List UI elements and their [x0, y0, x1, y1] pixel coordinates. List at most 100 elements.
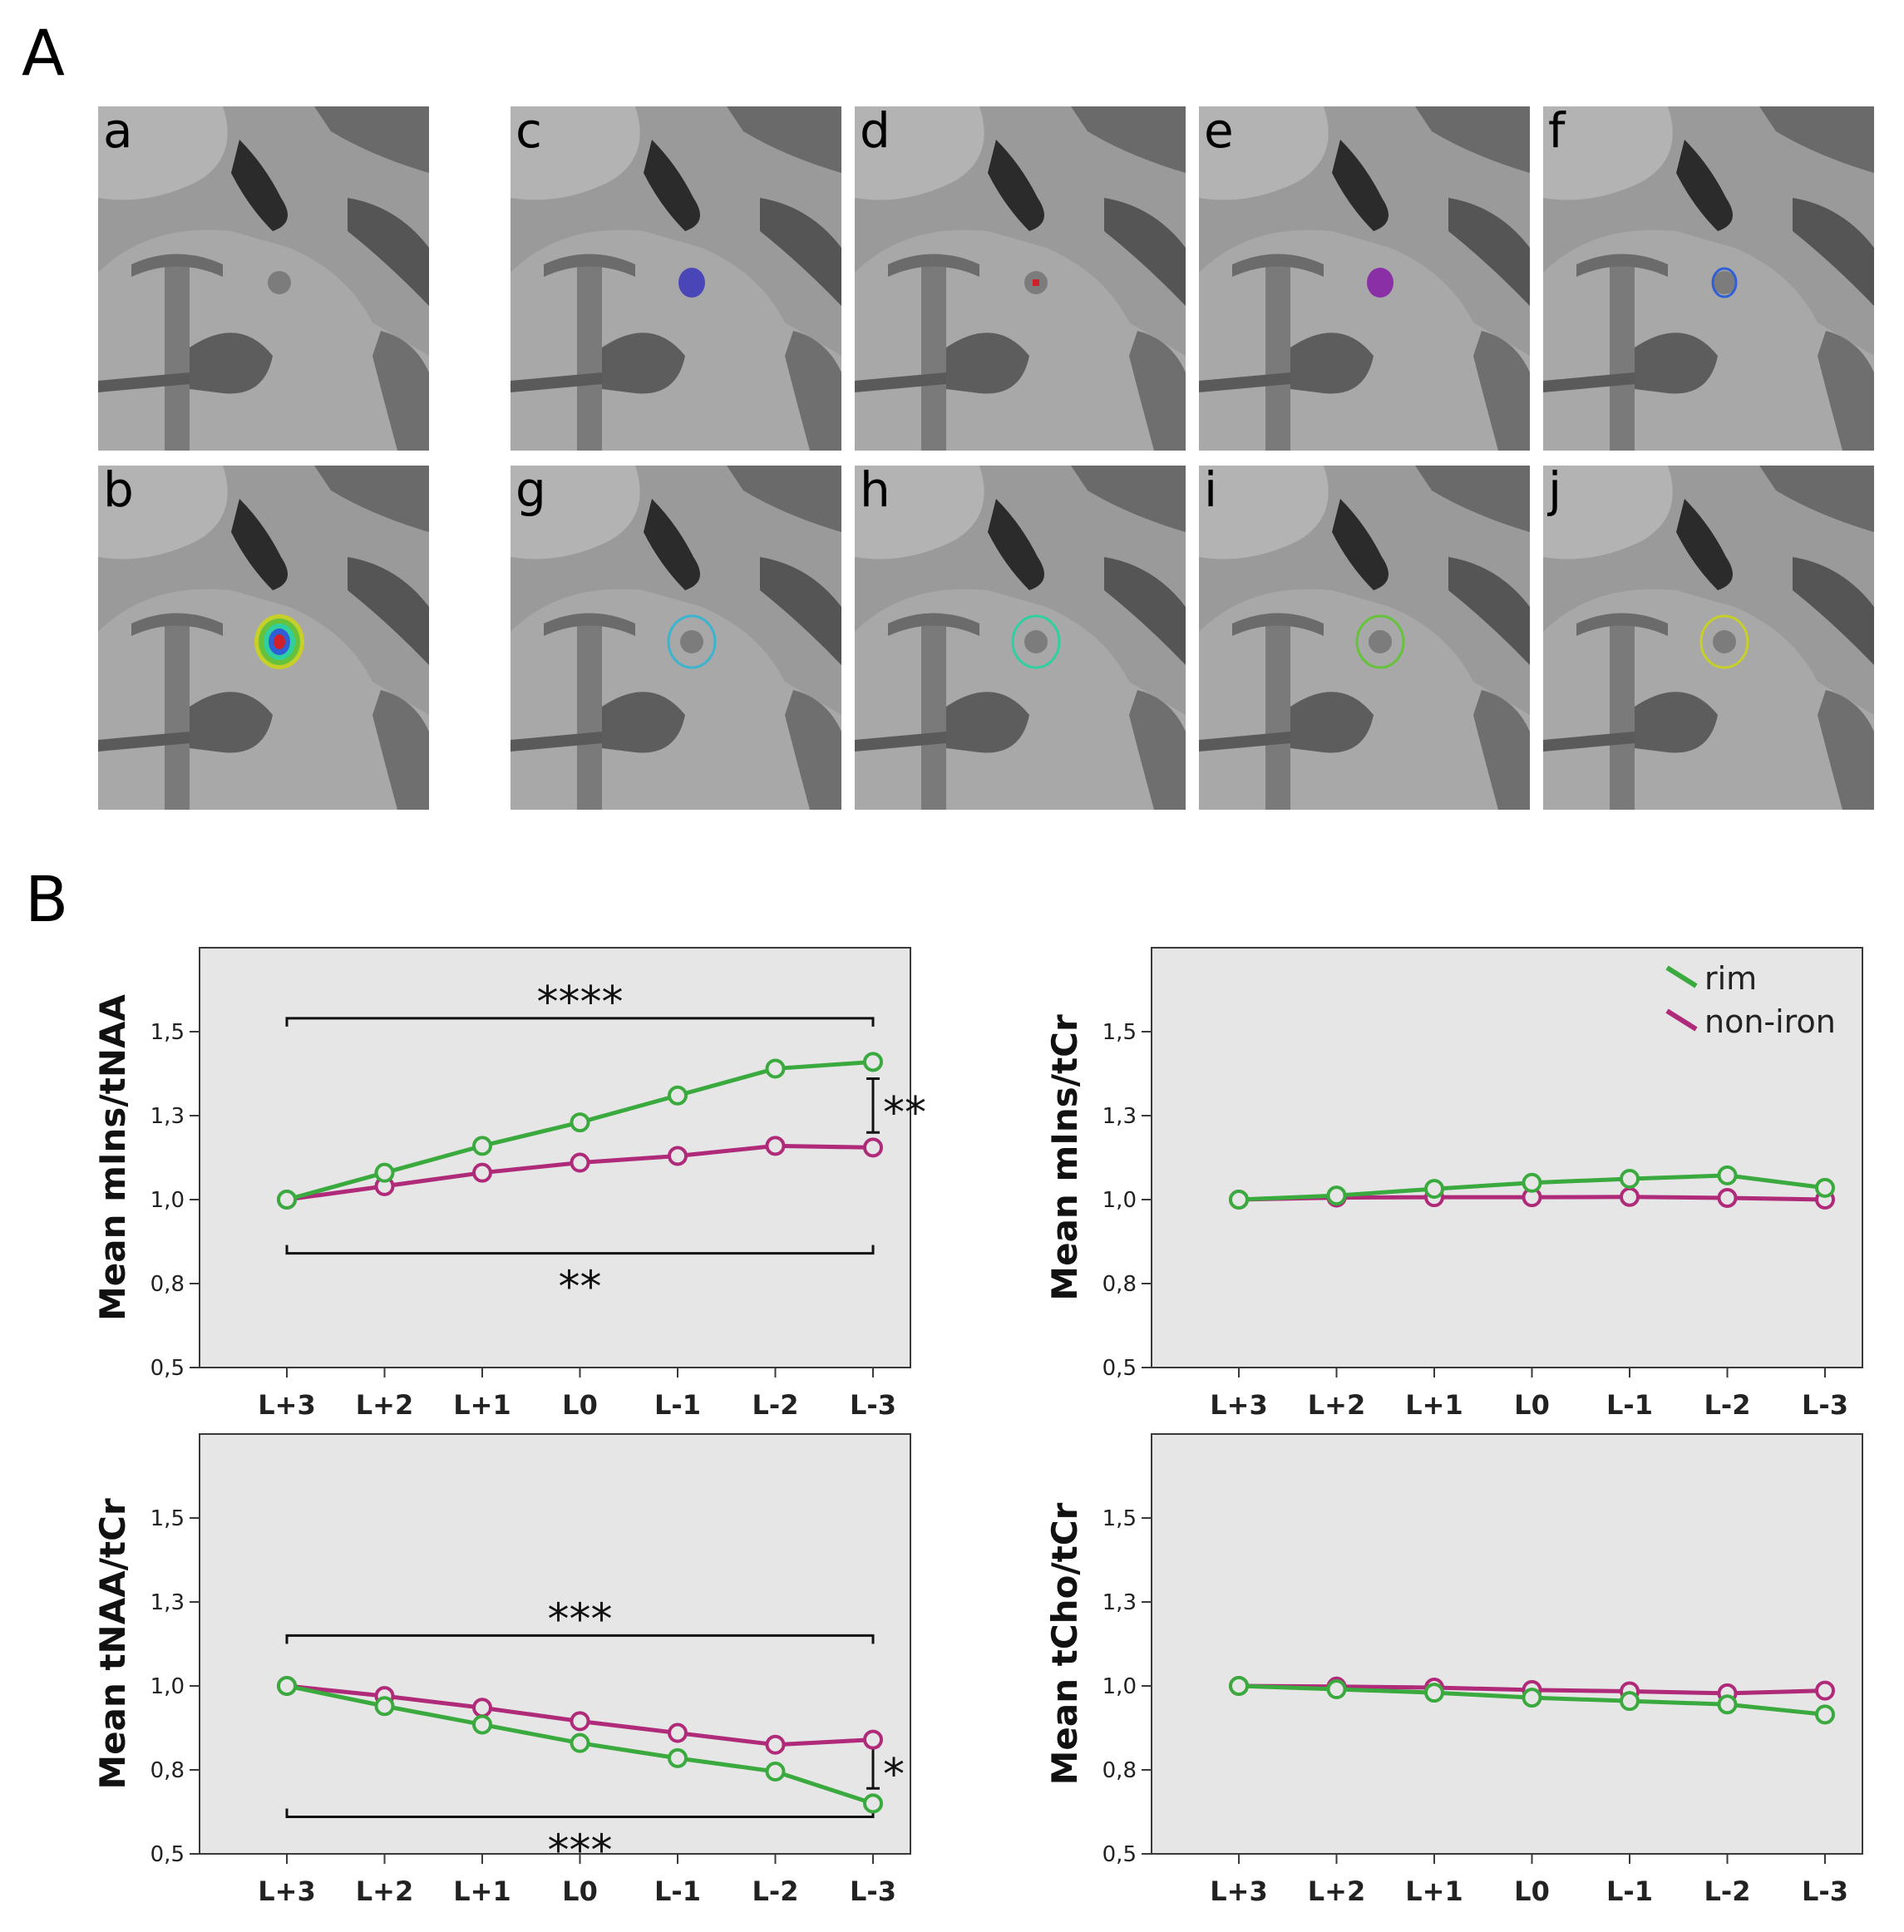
data-point-non-iron: [765, 1734, 786, 1755]
x-tick-label: L+2: [1308, 1389, 1365, 1421]
x-tick-label: L+2: [356, 1875, 413, 1907]
significance-bracket: [285, 1244, 875, 1255]
data-point-rim: [374, 1162, 395, 1183]
x-tick-label: L+3: [258, 1389, 315, 1421]
panel-a-label: A: [22, 16, 65, 90]
significance-label: ***: [548, 1826, 613, 1876]
mri-slice-image: [855, 466, 1186, 810]
data-point-rim: [1424, 1179, 1444, 1200]
significance-label: **: [559, 1263, 602, 1313]
y-tick-label: 0,5: [150, 1842, 185, 1867]
y-tick-label: 0,8: [150, 1758, 185, 1783]
data-point-rim: [1717, 1694, 1738, 1715]
mri-slice-image: [1543, 466, 1874, 810]
y-tick-label: 1,3: [1102, 1104, 1137, 1129]
data-point-rim: [1326, 1185, 1347, 1206]
y-tick-label: 0,8: [1102, 1272, 1137, 1297]
x-tick-label: L-3: [1802, 1389, 1848, 1421]
data-point-rim: [765, 1762, 786, 1782]
y-tick-label: 0,5: [1102, 1356, 1137, 1381]
x-tick-label: L-3: [850, 1389, 896, 1421]
y-tick-label: 1,0: [1102, 1188, 1137, 1213]
y-tick-label: 1,3: [1102, 1590, 1137, 1615]
data-point-rim: [863, 1793, 883, 1814]
mri-panel-label: e: [1204, 106, 1234, 159]
data-point-non-iron: [570, 1711, 590, 1732]
mri-panel-label: j: [1548, 466, 1562, 518]
data-point-rim: [1620, 1168, 1640, 1189]
chart-tcho-tcr: 0,5 0,8 1,0 1,3 1,5 L+3 L+2 L+1 L0 L-1 L-2 L-3 Mean …: [952, 1433, 1904, 1920]
legend-label: rim: [1704, 960, 1757, 997]
y-tick-label: 0,5: [1102, 1842, 1137, 1867]
x-tick-label: L0: [562, 1875, 598, 1907]
x-tick-label: L+1: [453, 1389, 511, 1421]
mri-panel-g: g: [511, 466, 841, 810]
data-point-rim: [277, 1676, 297, 1696]
data-point-rim: [1522, 1688, 1542, 1708]
x-tick-label: L+1: [453, 1875, 511, 1907]
mri-slice-image: [1199, 466, 1530, 810]
x-tick-label: L0: [1514, 1875, 1550, 1907]
significance-label: **: [883, 1088, 926, 1138]
mri-slice-image: [511, 106, 841, 451]
data-point-rim: [1229, 1190, 1249, 1210]
data-point-rim: [1229, 1676, 1249, 1696]
mri-panel-j: j: [1543, 466, 1874, 810]
mri-panel-f: f: [1543, 106, 1874, 451]
data-point-rim: [1717, 1165, 1738, 1185]
significance-bracket: [285, 1634, 875, 1644]
y-tick-label: 1,3: [150, 1104, 185, 1129]
x-tick-label: L0: [562, 1389, 598, 1421]
x-tick-label: L-2: [1704, 1875, 1751, 1907]
data-point-rim: [1815, 1704, 1835, 1725]
x-tick-label: L+1: [1405, 1389, 1463, 1421]
mri-slice-image: [1543, 106, 1874, 451]
data-point-non-iron: [1717, 1187, 1738, 1208]
mri-panel-i: i: [1199, 466, 1530, 810]
data-point-rim: [1522, 1172, 1542, 1193]
mri-panel-label: g: [515, 466, 546, 518]
y-tick-label: 1,0: [150, 1188, 185, 1213]
mri-panel-label: d: [860, 106, 890, 159]
data-point-non-iron: [570, 1152, 590, 1173]
x-tick-label: L+3: [258, 1875, 315, 1907]
y-tick-label: 0,8: [150, 1272, 185, 1297]
significance-bracket: [285, 1017, 875, 1027]
y-tick-label: 0,8: [1102, 1758, 1137, 1783]
line-chart: 0,5 0,8 1,0 1,3 1,5 L+3 L+2 L+1 L0 L-1 L-2 L-3 Mean …: [92, 947, 926, 1421]
y-axis-label: Mean mIns/tCr: [1044, 1014, 1085, 1301]
data-point-non-iron: [472, 1698, 492, 1718]
line-chart: 0,5 0,8 1,0 1,3 1,5 L+3 L+2 L+1 L0 L-1 L-2 L-3 Mean …: [92, 1433, 911, 1907]
mri-slice-image: [98, 106, 429, 451]
x-tick-label: L-2: [752, 1389, 799, 1421]
x-tick-label: L+3: [1210, 1389, 1267, 1421]
mri-panel-label: h: [860, 466, 890, 518]
y-axis-label: Mean mIns/tNAA: [92, 994, 133, 1322]
data-point-non-iron: [863, 1729, 883, 1750]
significance-bracket-vertical: [866, 1077, 880, 1134]
y-tick-label: 0,5: [150, 1356, 185, 1381]
data-point-rim: [570, 1732, 590, 1753]
data-point-non-iron: [668, 1723, 688, 1743]
mri-slice-image: [855, 106, 1186, 451]
chart-tnaa-tcr: 0,5 0,8 1,0 1,3 1,5 L+3 L+2 L+1 L0 L-1 L-2 L-3 Mean …: [0, 1433, 952, 1920]
x-tick-label: L-1: [654, 1389, 701, 1421]
data-point-non-iron: [668, 1146, 688, 1166]
mri-slice-image: [98, 466, 429, 810]
significance-label: ***: [548, 1594, 613, 1644]
data-point-rim: [1815, 1177, 1835, 1198]
data-point-rim: [277, 1190, 297, 1210]
data-point-rim: [472, 1714, 492, 1735]
mri-panel-d: d: [855, 106, 1186, 451]
mri-panel-label: i: [1204, 466, 1218, 518]
data-point-rim: [1424, 1683, 1444, 1703]
mri-panel-label: f: [1548, 106, 1566, 159]
line-chart: 0,5 0,8 1,0 1,3 1,5 L+3 L+2 L+1 L0 L-1 L-2 L-3 Mean …: [1044, 947, 1863, 1421]
x-tick-label: L-2: [1704, 1389, 1751, 1421]
y-axis-label: Mean tCho/tCr: [1044, 1502, 1085, 1785]
legend-swatch: [1665, 965, 1698, 988]
data-point-rim: [472, 1136, 492, 1156]
y-tick-label: 1,5: [150, 1020, 185, 1045]
mri-slice-image: [511, 466, 841, 810]
legend-label: non-iron: [1704, 1003, 1836, 1040]
